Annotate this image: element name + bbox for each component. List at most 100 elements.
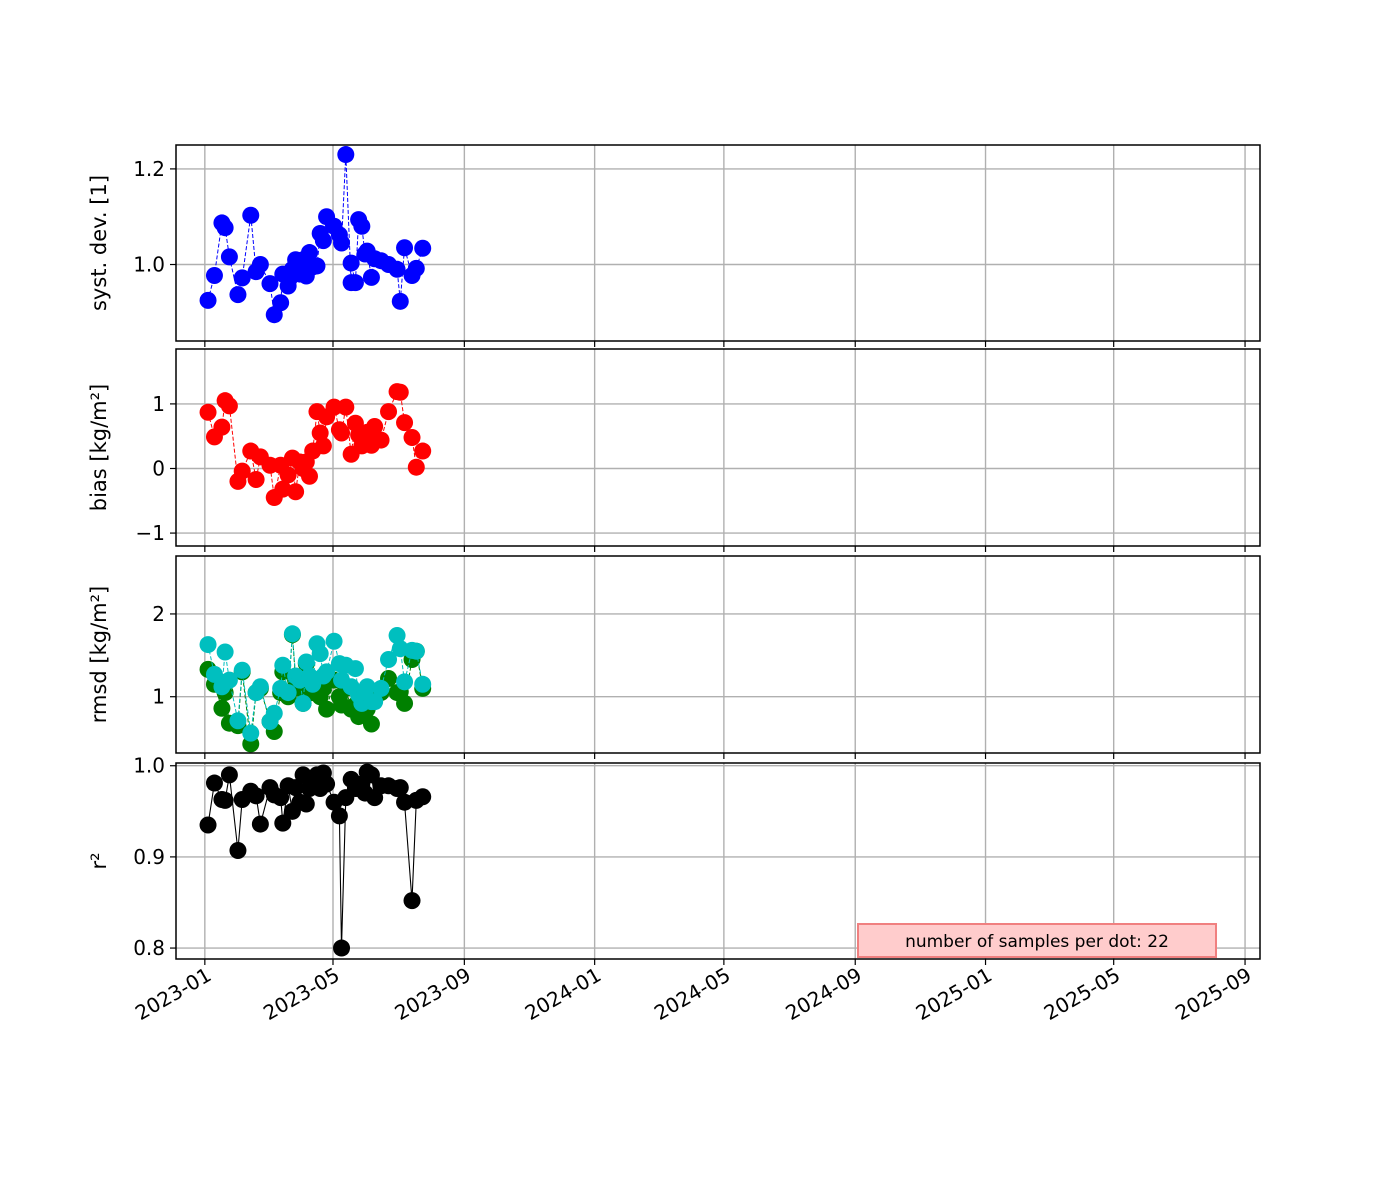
data-point (279, 466, 297, 484)
data-point (297, 795, 315, 813)
data-point (274, 480, 292, 498)
x-tick-label: 2025-01 (912, 963, 996, 1026)
data-point (318, 700, 336, 718)
data-point (358, 678, 376, 696)
data-point (216, 219, 234, 237)
data-point (297, 653, 315, 671)
data-point (403, 892, 421, 910)
data-point (233, 269, 251, 287)
x-tick-label: 2024-05 (650, 963, 734, 1026)
y-axis-label: rmsd [kg/m²] (87, 586, 111, 724)
data-point (372, 679, 390, 697)
y-tick-label: 1.2 (133, 157, 165, 181)
data-point (362, 268, 380, 286)
series-line (207, 634, 424, 744)
annotation-text: number of samples per dot: 22 (905, 932, 1169, 952)
data-point (251, 815, 269, 833)
data-point (272, 294, 290, 312)
y-axis-label: r² (87, 852, 111, 869)
data-point (346, 274, 364, 292)
data-point (366, 418, 384, 436)
data-point (308, 257, 326, 275)
data-point (274, 656, 292, 674)
data-point (314, 232, 332, 250)
data-point (233, 462, 251, 480)
data-point (300, 467, 318, 485)
data-point (274, 814, 292, 832)
data-point (342, 254, 360, 272)
data-point (318, 775, 336, 793)
data-point (372, 431, 390, 449)
panel-1: 1.0 1.2 syst. dev. [1] (87, 144, 1261, 347)
y-tick-label: 0.8 (133, 936, 165, 960)
y-tick-label: 2 (152, 602, 165, 626)
y-tick-label: 1.0 (133, 253, 165, 277)
data-point (220, 397, 238, 415)
data-point (216, 643, 234, 661)
data-point (314, 437, 332, 455)
data-point (330, 807, 348, 825)
y-tick-label: 1 (152, 392, 165, 416)
data-point (362, 766, 380, 784)
data-point (300, 244, 318, 262)
data-point (199, 636, 217, 654)
panel-frame (175, 348, 1261, 547)
data-point (346, 660, 364, 678)
data-point (396, 414, 414, 432)
data-point (403, 428, 421, 446)
x-tick-label: 2025-05 (1040, 963, 1124, 1026)
data-point (388, 260, 406, 278)
x-tick-label: 2023-05 (259, 963, 343, 1026)
data-point (205, 267, 223, 285)
data-point (333, 939, 351, 957)
data-point (216, 791, 234, 809)
data-point (414, 442, 432, 460)
data-point (362, 715, 380, 733)
data-point (199, 816, 217, 834)
data-point (333, 234, 351, 252)
data-point (337, 398, 355, 416)
data-point (213, 699, 231, 717)
data-point (251, 256, 269, 274)
x-tick-label: 2024-09 (781, 963, 865, 1026)
annotation-box (857, 923, 1217, 958)
data-point (279, 684, 297, 702)
data-point (318, 663, 336, 681)
plot-area (199, 763, 432, 957)
data-point (311, 645, 329, 663)
data-point (199, 403, 217, 421)
data-point (391, 383, 409, 401)
panel-frame (175, 555, 1261, 754)
data-point (213, 418, 231, 436)
data-point (220, 766, 238, 784)
x-tick-label: 2023-09 (390, 963, 474, 1026)
data-point (353, 217, 371, 235)
data-point (325, 632, 343, 650)
y-tick-label: −1 (136, 521, 165, 545)
data-point (229, 842, 247, 860)
data-point (205, 665, 223, 683)
data-point (414, 788, 432, 806)
data-point (242, 724, 260, 742)
x-tick-label: 2023-01 (131, 963, 215, 1026)
data-point (287, 779, 305, 797)
data-point (380, 403, 398, 421)
data-point (311, 424, 329, 442)
data-point (251, 678, 269, 696)
data-point (247, 787, 265, 805)
data-point (325, 398, 343, 416)
data-point (407, 458, 425, 476)
data-point (265, 704, 283, 722)
plot-area (199, 146, 432, 324)
data-point (388, 626, 406, 644)
data-point (220, 671, 238, 689)
data-point (337, 146, 355, 164)
data-point (396, 239, 414, 257)
panel-frame (175, 144, 1261, 342)
data-point (333, 424, 351, 442)
y-tick-label: 0.9 (133, 845, 165, 869)
panel-frame (175, 762, 1261, 960)
panel-3: 1 2 rmsd [kg/m²] (87, 555, 1261, 759)
y-tick-label: 1.0 (133, 754, 165, 778)
